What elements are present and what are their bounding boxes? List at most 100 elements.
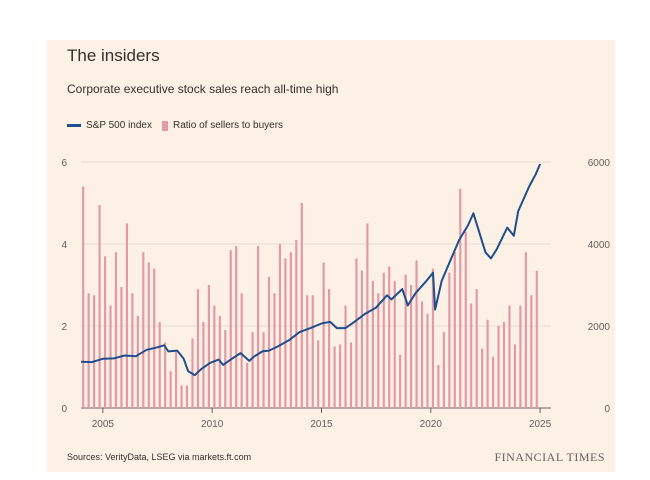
ratio-bar	[371, 280, 374, 408]
chart-title: The insiders	[67, 46, 160, 65]
ratio-bar	[377, 293, 380, 408]
ratio-bar	[513, 344, 517, 408]
ratio-bar	[322, 262, 325, 408]
ratio-bar	[442, 332, 445, 408]
ratio-bar	[196, 289, 200, 408]
x-tick-label: 2020	[420, 419, 443, 430]
ratio-bar	[147, 262, 150, 408]
ratio-bar	[502, 321, 506, 408]
ratio-bar	[530, 295, 533, 408]
y-left-tick-label: 0	[61, 404, 67, 415]
ratio-bar	[393, 280, 396, 408]
y-left-tick-label: 2	[61, 322, 67, 333]
ratio-bar	[426, 313, 429, 408]
ratio-bar	[185, 385, 189, 408]
ratio-bar	[131, 293, 134, 408]
legend-item-ratio: Ratio of sellers to buyers	[161, 120, 284, 131]
ratio-bar	[273, 293, 276, 408]
ratio-bar	[508, 305, 511, 408]
ratio-bar	[158, 321, 161, 408]
ratio-bar	[486, 319, 489, 408]
chart-card: The insiders Corporate executive stock s…	[47, 40, 615, 472]
ratio-bar	[109, 305, 112, 408]
ratio-bar	[415, 260, 418, 408]
brand-logo: FINANCIAL TIMES	[494, 450, 605, 464]
ratio-bar	[388, 266, 391, 408]
y-right-tick-label: 6000	[588, 158, 611, 169]
ratio-bar	[459, 188, 462, 408]
ratio-bar	[174, 350, 178, 408]
x-tick-label: 2015	[310, 419, 333, 430]
ratio-bar	[278, 244, 282, 408]
ratio-bar	[284, 258, 287, 408]
ratio-bar	[262, 332, 265, 408]
ratio-bar	[317, 340, 320, 408]
legend-swatch-line	[67, 124, 81, 127]
ratio-bar	[328, 289, 331, 408]
chart-subtitle: Corporate executive stock sales reach al…	[67, 82, 339, 96]
ratio-bar	[349, 342, 353, 408]
ratio-bar	[399, 354, 402, 408]
sp500-line	[80, 163, 542, 377]
y-right-tick-label: 4000	[588, 240, 611, 251]
ratio-bar	[338, 344, 342, 408]
y-right-tick-label: 0	[604, 404, 610, 415]
source-note: Sources: VerityData, LSEG via markets.ft…	[67, 452, 252, 462]
legend-label-ratio: Ratio of sellers to buyers	[172, 120, 284, 131]
ratio-bar	[437, 364, 440, 408]
legend-item-sp500: S&P 500 index	[67, 120, 152, 131]
ratio-bar	[382, 272, 385, 408]
ratio-bar	[114, 252, 118, 408]
y-right-tick-label: 2000	[588, 322, 611, 333]
ratio-bar	[136, 315, 139, 408]
ratio-bar	[224, 330, 227, 408]
ratio-bar	[153, 268, 156, 408]
ratio-bar	[306, 295, 309, 408]
ratio-bar	[453, 252, 456, 408]
ratio-bar	[267, 276, 271, 408]
ratio-bar	[164, 342, 167, 408]
ratio-bar	[142, 252, 145, 408]
ratio-bar	[464, 231, 467, 408]
ratio-bar	[235, 246, 238, 408]
ratio-bar	[366, 223, 369, 408]
y-left-tick-label: 6	[61, 158, 67, 169]
ratio-bar	[448, 272, 451, 408]
ratio-bar	[355, 258, 358, 408]
ratio-bar	[420, 301, 424, 408]
ratio-bar	[82, 186, 85, 408]
ratio-bar	[169, 371, 172, 408]
ratio-bar	[475, 289, 478, 408]
ratio-bar	[344, 305, 347, 408]
ratio-bar	[481, 348, 484, 408]
ratio-bar	[491, 356, 495, 408]
ratio-bar	[311, 295, 314, 408]
ratio-bar	[87, 293, 90, 408]
x-tick-label: 2025	[529, 419, 552, 430]
ratio-bar	[125, 223, 129, 408]
ratio-bar	[333, 346, 336, 408]
ratio-bar	[470, 303, 473, 408]
y-left-tick-label: 4	[61, 240, 67, 251]
x-tick-label: 2010	[201, 419, 224, 430]
ratio-bar	[519, 305, 522, 408]
ratio-bar	[213, 305, 216, 408]
ratio-bar	[98, 205, 101, 408]
x-tick-label: 2005	[92, 419, 115, 430]
ratio-bar	[535, 270, 538, 408]
ratio-bar	[360, 270, 364, 408]
ratio-bar	[202, 321, 205, 408]
legend-swatch-bar	[161, 120, 168, 131]
chart-plot: 0 2 4 6 0 2000 4000 6000 2005 2010 2015 2020 2025	[61, 158, 611, 430]
ratio-bar	[207, 285, 210, 408]
legend-label-sp500: S&P 500 index	[86, 120, 152, 131]
ratio-bar	[431, 268, 435, 408]
ratio-bar	[120, 287, 123, 408]
ratio-bar	[289, 252, 292, 408]
ratio-bar	[295, 239, 298, 408]
legend: S&P 500 index Ratio of sellers to buyers	[67, 120, 293, 131]
ratio-bar	[229, 250, 232, 408]
ratio-bar	[246, 362, 249, 408]
ratio-bar	[300, 203, 303, 408]
ratio-bar	[256, 246, 260, 408]
